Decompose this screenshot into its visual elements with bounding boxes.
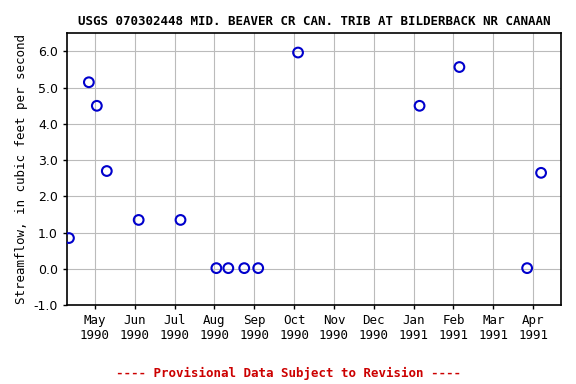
Point xyxy=(223,265,233,271)
Point xyxy=(293,50,302,56)
Point xyxy=(455,64,464,70)
Point xyxy=(176,217,185,223)
Point xyxy=(92,103,101,109)
Point xyxy=(240,265,249,271)
Point xyxy=(415,103,424,109)
Point xyxy=(253,265,263,271)
Point xyxy=(536,170,545,176)
Point xyxy=(84,79,93,85)
Point xyxy=(134,217,143,223)
Point xyxy=(65,235,74,241)
Text: ---- Provisional Data Subject to Revision ----: ---- Provisional Data Subject to Revisio… xyxy=(116,367,460,380)
Point xyxy=(102,168,111,174)
Point xyxy=(212,265,221,271)
Point xyxy=(522,265,532,271)
Title: USGS 070302448 MID. BEAVER CR CAN. TRIB AT BILDERBACK NR CANAAN: USGS 070302448 MID. BEAVER CR CAN. TRIB … xyxy=(78,15,550,28)
Y-axis label: Streamflow, in cubic feet per second: Streamflow, in cubic feet per second xyxy=(15,34,28,304)
